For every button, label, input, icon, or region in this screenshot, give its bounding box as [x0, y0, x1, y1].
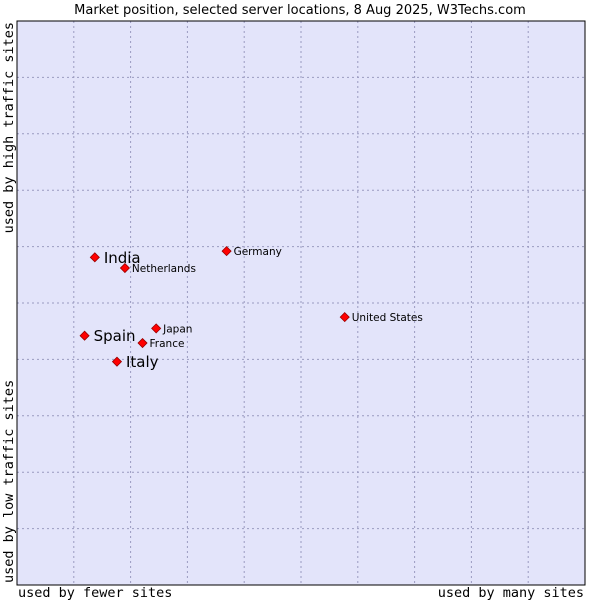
point-spain: Spain: [79, 327, 136, 345]
y-axis-label-bottom: used by low traffic sites: [1, 380, 17, 583]
chart-title: Market position, selected server locatio…: [74, 3, 526, 18]
point-label-italy: Italy: [126, 353, 159, 371]
point-marker-spain: [79, 330, 90, 341]
point-marker-germany: [221, 246, 232, 257]
point-india: India: [89, 249, 141, 267]
point-germany: Germany: [221, 246, 282, 258]
point-marker-netherlands: [119, 262, 130, 274]
point-label-netherlands: Netherlands: [132, 263, 196, 275]
point-japan: Japan: [151, 323, 192, 335]
plot-frame: [16, 20, 586, 586]
x-axis-label-left: used by fewer sites: [18, 585, 172, 600]
point-label-japan: Japan: [162, 323, 192, 335]
point-marker-united-states: [339, 312, 350, 323]
y-axis-label-top: used by high traffic sites: [1, 22, 17, 233]
point-united-states: United States: [339, 312, 423, 324]
point-label-france: France: [150, 338, 185, 350]
point-netherlands: Netherlands: [119, 262, 196, 275]
point-marker-japan: [151, 323, 162, 334]
point-label-india: India: [104, 249, 141, 267]
point-france: France: [137, 337, 185, 350]
point-label-united-states: United States: [352, 312, 423, 324]
x-axis-label-right: used by many sites: [438, 585, 584, 600]
point-marker-india: [89, 252, 100, 263]
point-marker-italy: [111, 356, 123, 367]
point-label-spain: Spain: [94, 327, 136, 345]
grid-lines: [17, 21, 585, 585]
point-label-germany: Germany: [234, 246, 282, 258]
point-italy: Italy: [111, 353, 159, 371]
point-marker-france: [137, 337, 148, 349]
